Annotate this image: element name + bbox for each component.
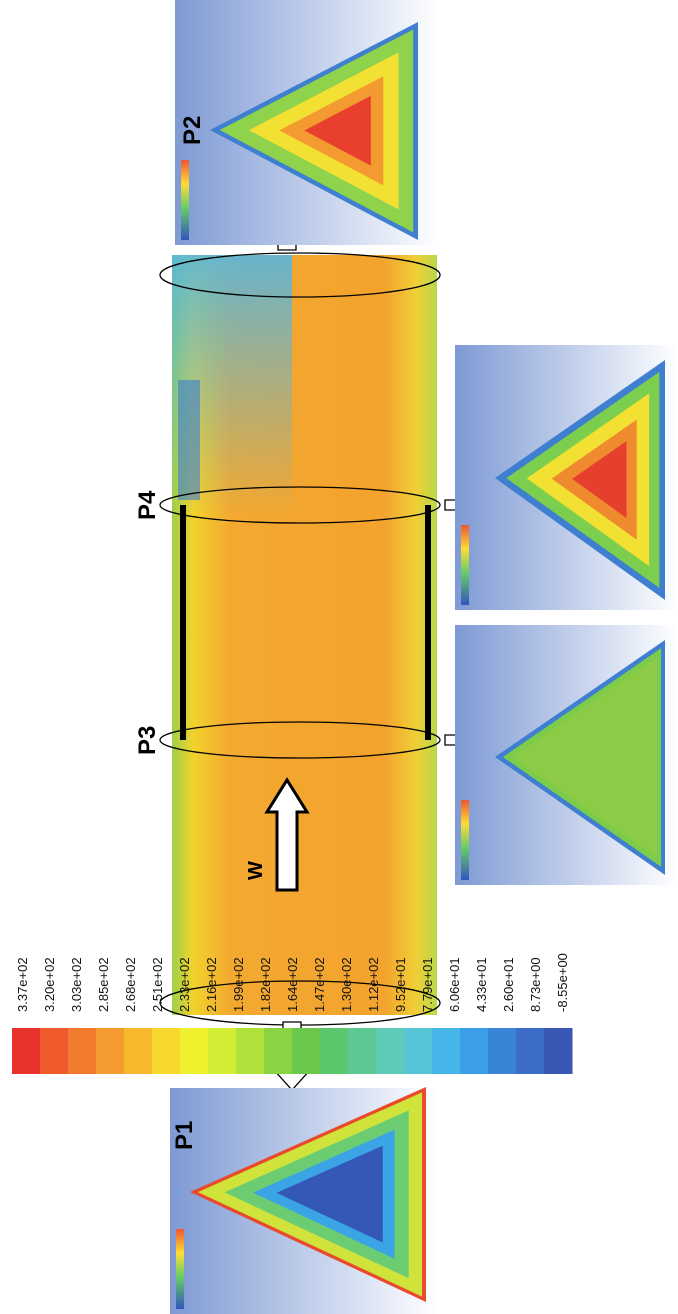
colorbar-band (376, 1028, 405, 1074)
inset-colorbar (176, 1229, 184, 1309)
colorbar-band (40, 1028, 69, 1074)
colorbar-label: -8.55e+00 (555, 953, 570, 1012)
colorbar-label: 1.64e+02 (285, 957, 300, 1012)
colorbar-label: 2.16e+02 (204, 957, 219, 1012)
colorbar-band (180, 1028, 209, 1074)
colorbar-label: 1.30e+02 (339, 957, 354, 1012)
colorbar-label: 1.47e+02 (312, 957, 327, 1012)
section-label: P2 (179, 116, 206, 145)
colorbar-label: 1.82e+02 (258, 957, 273, 1012)
colorbar-band (460, 1028, 489, 1074)
colorbar-label: 1.12e+02 (366, 957, 381, 1012)
colorbar-label: 4.33e+01 (474, 957, 489, 1012)
pipe (160, 253, 440, 1025)
colorbar-label: 8.73e+00 (528, 957, 543, 1012)
colorbar-band (208, 1028, 237, 1074)
colorbar-band (124, 1028, 153, 1074)
colorbar-band (68, 1028, 97, 1074)
flow-label: W (245, 861, 267, 880)
colorbar-band (264, 1028, 293, 1074)
inset-colorbar (461, 800, 469, 880)
colorbar-band (292, 1028, 321, 1074)
colorbar-band (404, 1028, 433, 1074)
colorbar-label: 2.51e+02 (150, 957, 165, 1012)
inset-colorbar (181, 160, 189, 240)
section-label: P1 (171, 1121, 198, 1150)
colorbar-label: 3.03e+02 (69, 957, 84, 1012)
colorbar-label: 2.60e+01 (501, 957, 516, 1012)
colorbar-band (516, 1028, 545, 1074)
colorbar-band (12, 1028, 41, 1074)
colorbar-label: 2.68e+02 (123, 957, 138, 1012)
colorbar-band (544, 1028, 573, 1074)
colorbar-label: 3.20e+02 (42, 957, 57, 1012)
section-label: P4 (134, 490, 161, 520)
colorbar-band (320, 1028, 349, 1074)
colorbar-band (488, 1028, 517, 1074)
inset-colorbar (461, 525, 469, 605)
colorbar-label: 7.79e+01 (420, 957, 435, 1012)
colorbar-band (152, 1028, 181, 1074)
colorbar-band (236, 1028, 265, 1074)
colorbar-label: 3.37e+02 (15, 957, 30, 1012)
colorbar-label: 2.85e+02 (96, 957, 111, 1012)
colorbar-label: 9.52e+01 (393, 957, 408, 1012)
figure: 3.37e+02 3.20e+02 3.03e+02 2.85e+02 2.68e+02… (0, 0, 678, 1314)
colorbar-band (96, 1028, 125, 1074)
colorbar-label: 1.99e+02 (231, 957, 246, 1012)
colorbar-label: 6.06e+01 (447, 957, 462, 1012)
section-label: P3 (134, 726, 161, 755)
colorbar-band (432, 1028, 461, 1074)
colorbar-label: 2.33e+02 (177, 957, 192, 1012)
colorbar-band (348, 1028, 377, 1074)
